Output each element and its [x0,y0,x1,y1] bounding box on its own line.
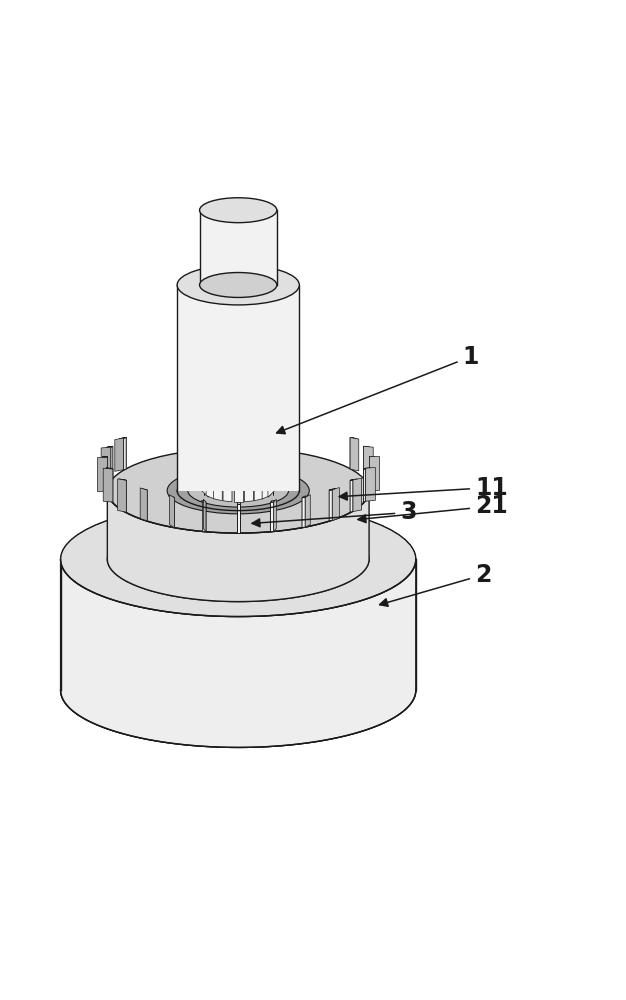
Ellipse shape [61,502,416,617]
Ellipse shape [107,448,369,533]
Polygon shape [123,480,126,512]
Polygon shape [350,437,357,439]
Polygon shape [268,457,274,497]
Polygon shape [350,437,353,470]
Polygon shape [302,496,308,498]
Ellipse shape [185,539,292,573]
Polygon shape [115,438,123,471]
Polygon shape [106,446,113,448]
Polygon shape [350,479,357,480]
Polygon shape [206,461,214,499]
Text: 1: 1 [277,345,479,434]
Polygon shape [350,480,353,512]
Ellipse shape [177,265,299,305]
Polygon shape [102,456,107,457]
Polygon shape [237,502,240,504]
Polygon shape [223,467,232,502]
Polygon shape [364,468,366,502]
Polygon shape [245,467,254,502]
Polygon shape [305,495,310,527]
Polygon shape [268,450,274,490]
Polygon shape [101,447,111,481]
Polygon shape [119,479,126,480]
Polygon shape [329,490,332,521]
Ellipse shape [188,474,289,507]
Polygon shape [106,468,113,469]
Polygon shape [141,489,147,490]
Polygon shape [203,502,206,532]
Ellipse shape [167,467,309,514]
Text: 2: 2 [379,563,491,606]
Polygon shape [111,446,113,480]
Polygon shape [254,464,263,501]
Polygon shape [262,461,270,499]
Polygon shape [170,495,175,527]
Polygon shape [168,496,175,498]
Polygon shape [270,501,275,502]
Polygon shape [107,491,369,602]
Polygon shape [274,499,276,532]
Polygon shape [202,450,208,490]
Polygon shape [364,468,371,469]
Text: 11: 11 [339,476,508,500]
Polygon shape [353,478,362,512]
Polygon shape [98,457,107,491]
Polygon shape [364,446,366,480]
Text: 21: 21 [358,494,508,523]
Polygon shape [366,467,376,501]
Polygon shape [123,437,126,470]
Ellipse shape [107,517,369,602]
Polygon shape [329,489,336,490]
Polygon shape [203,499,206,532]
Polygon shape [202,501,206,502]
Polygon shape [144,490,147,521]
Polygon shape [364,446,373,480]
Polygon shape [177,285,299,491]
Ellipse shape [200,198,277,223]
Ellipse shape [61,633,416,747]
Ellipse shape [170,534,306,578]
Polygon shape [111,468,113,502]
Polygon shape [202,457,208,497]
Polygon shape [103,468,113,502]
Polygon shape [119,437,126,439]
Polygon shape [118,479,126,512]
Polygon shape [270,502,274,532]
Polygon shape [200,210,277,285]
Polygon shape [369,456,374,457]
Polygon shape [213,464,222,501]
Polygon shape [369,456,379,490]
Text: 3: 3 [252,500,417,527]
Polygon shape [237,504,240,533]
Polygon shape [233,468,243,502]
Ellipse shape [164,535,312,583]
Polygon shape [61,559,416,747]
Polygon shape [171,497,175,527]
Polygon shape [350,437,359,471]
Polygon shape [364,446,371,448]
Polygon shape [332,488,339,520]
Polygon shape [302,497,305,527]
Ellipse shape [200,273,277,297]
Polygon shape [140,488,147,521]
